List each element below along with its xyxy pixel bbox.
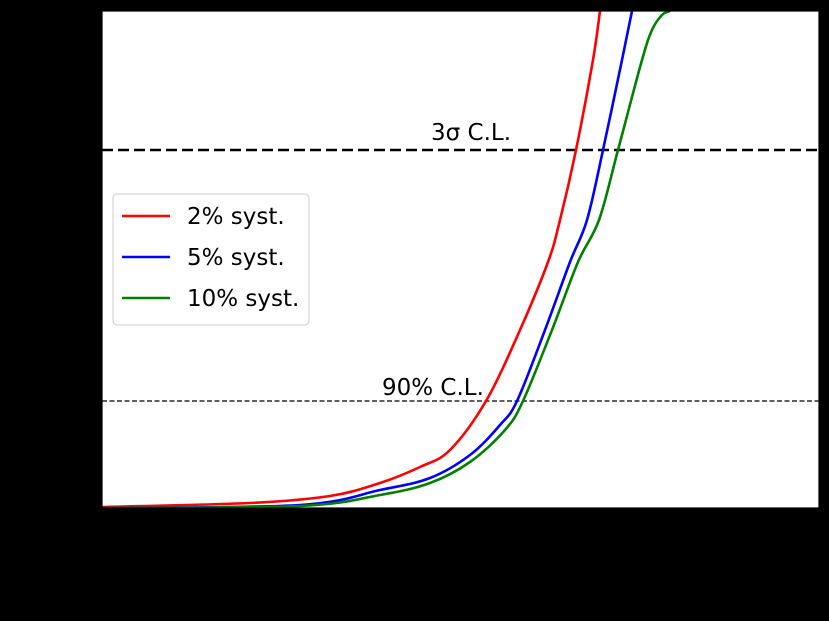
curves	[102, 11, 671, 508]
curve-5pct-syst	[102, 11, 634, 508]
legend-label-2pct: 2% syst.	[187, 204, 285, 230]
confidence-level-lines	[102, 148, 819, 402]
curve-10pct-syst	[102, 11, 671, 508]
legend: 2% syst. 5% syst. 10% syst.	[112, 193, 310, 326]
curve-2pct-syst	[102, 11, 602, 508]
plot-frame	[101, 10, 820, 509]
three-sigma-label: 3σ C.L.	[431, 120, 511, 146]
ninety-percent-label: 90% C.L.	[382, 375, 484, 401]
legend-label-10pct: 10% syst.	[187, 286, 299, 312]
legend-label-5pct: 5% syst.	[187, 245, 285, 271]
legend-box	[112, 193, 310, 326]
